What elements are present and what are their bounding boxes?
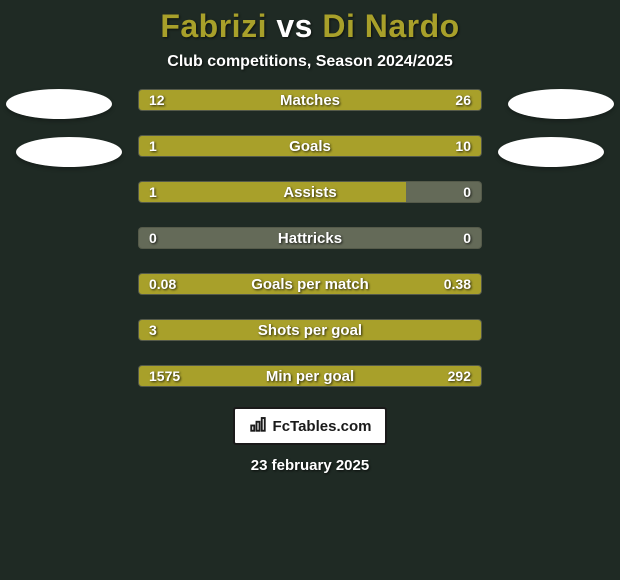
bar-value-left: 1 — [149, 136, 157, 156]
stat-bar: Matches12 26 — [138, 89, 482, 111]
stat-bar: Hattricks0 0 — [138, 227, 482, 249]
subtitle: Club competitions, Season 2024/2025 — [167, 53, 452, 71]
bar-value-left: 0.08 — [149, 274, 176, 294]
brand-text: FcTables.com — [273, 418, 372, 435]
player2-badge-bottom — [498, 137, 604, 167]
vs-label: vs — [276, 8, 313, 44]
bar-label: Shots per goal — [139, 320, 481, 340]
bar-value-left: 0 — [149, 228, 157, 248]
player2-name: Di Nardo — [322, 8, 459, 44]
bar-value-left: 3 — [149, 320, 157, 340]
bar-label: Goals per match — [139, 274, 481, 294]
bar-value-left: 12 — [149, 90, 165, 110]
date-label: 23 february 2025 — [251, 457, 369, 474]
brand-badge: FcTables.com — [233, 407, 388, 445]
bar-value-right: 10 — [455, 136, 471, 156]
bar-value-right: 0 — [463, 182, 471, 202]
stat-bar: Min per goal1575 292 — [138, 365, 482, 387]
player1-badge-top — [6, 89, 112, 119]
player1-badge-bottom — [16, 137, 122, 167]
bar-label: Assists — [139, 182, 481, 202]
stat-bar: Assists1 0 — [138, 181, 482, 203]
bar-label: Min per goal — [139, 366, 481, 386]
chart-icon — [249, 415, 267, 437]
comparison-infographic: Fabrizi vs Di Nardo Club competitions, S… — [0, 0, 620, 580]
stat-bar: Goals1 10 — [138, 135, 482, 157]
bar-value-right: 292 — [448, 366, 471, 386]
bar-label: Goals — [139, 136, 481, 156]
stat-bar: Shots per goal3 — [138, 319, 482, 341]
bars-area: Matches1226Goals110Assists10Hattricks00G… — [0, 89, 620, 387]
bar-label: Matches — [139, 90, 481, 110]
bar-value-right: 0 — [463, 228, 471, 248]
bar-value-right: 0.38 — [444, 274, 471, 294]
player2-badge-top — [508, 89, 614, 119]
stat-bar: Goals per match0.08 0.38 — [138, 273, 482, 295]
player1-name: Fabrizi — [160, 8, 267, 44]
bar-value-right: 26 — [455, 90, 471, 110]
bar-value-left: 1575 — [149, 366, 180, 386]
bar-value-left: 1 — [149, 182, 157, 202]
title: Fabrizi vs Di Nardo — [160, 8, 459, 45]
bar-label: Hattricks — [139, 228, 481, 248]
